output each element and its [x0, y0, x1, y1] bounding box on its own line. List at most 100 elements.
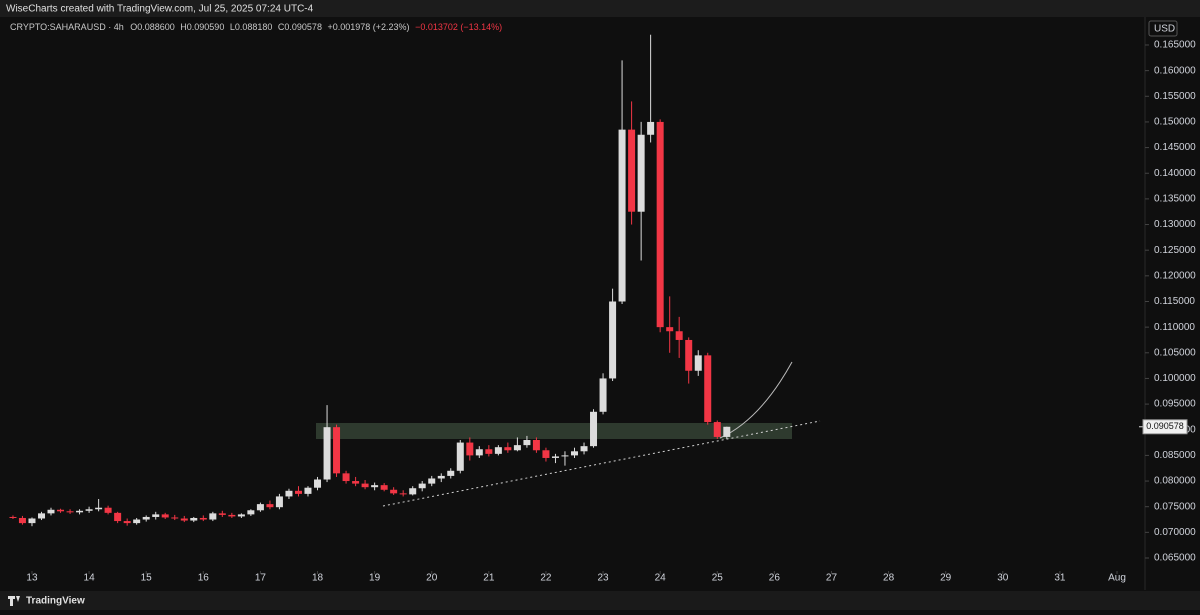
trend-line: [382, 420, 821, 507]
candle-body: [713, 422, 721, 437]
candle-body: [656, 121, 664, 328]
candle-body: [123, 521, 131, 524]
y-tick-label: 0.115000: [1154, 296, 1195, 307]
y-tick-label: 0.100000: [1154, 373, 1196, 384]
period-change: −0.013702 (−13.14%): [415, 22, 502, 32]
candle-body: [390, 489, 398, 494]
candle-body: [218, 513, 226, 515]
footer-bar: [0, 591, 1200, 610]
candle-body: [275, 496, 283, 508]
x-tick-label: 15: [141, 573, 153, 584]
y-tick-label: 0.105000: [1154, 347, 1196, 358]
candle-body: [723, 426, 731, 437]
candle-body: [38, 513, 46, 519]
symbol-legend: CRYPTO:SAHARAUSD · 4h O0.088600 H0.09059…: [10, 22, 502, 32]
candle-body: [523, 440, 531, 446]
currency-box[interactable]: [1148, 20, 1178, 37]
y-tick-label: 0.065000: [1154, 553, 1196, 564]
candle-body: [133, 519, 141, 524]
candle-body: [171, 517, 179, 519]
candles: [9, 34, 731, 527]
x-tick-label: 24: [655, 573, 667, 584]
candle-body: [371, 485, 379, 488]
candle-body: [675, 331, 683, 340]
last-price-label: 0.090578: [1146, 421, 1184, 431]
y-tick-label: 0.075000: [1154, 501, 1196, 512]
candle-body: [409, 488, 417, 495]
candle-body: [704, 355, 712, 423]
candle-body: [628, 129, 636, 212]
candle-body: [104, 507, 112, 513]
brand: TradingView: [26, 596, 85, 607]
top-bar: [0, 0, 1200, 17]
x-tick-label: 29: [940, 573, 952, 584]
candle-body: [57, 509, 65, 512]
candle-body: [666, 327, 674, 332]
x-tick-label: 31: [1054, 573, 1066, 584]
candle-body: [685, 339, 693, 371]
candle-body: [333, 427, 341, 474]
x-tick-label: 17: [255, 573, 267, 584]
change: +0.001978 (+2.23%): [327, 22, 409, 32]
candle-body: [294, 490, 302, 494]
candle-body: [18, 517, 26, 524]
candle-body: [447, 470, 455, 476]
candle-body: [266, 504, 274, 508]
candle-body: [342, 473, 350, 482]
candle-body: [513, 445, 521, 451]
x-tick-label: 20: [426, 573, 438, 584]
candle-body: [437, 475, 445, 479]
candle-body: [380, 485, 388, 490]
x-tick-label: 25: [712, 573, 724, 584]
candle-body: [66, 511, 74, 513]
candle-body: [237, 514, 245, 517]
candle-body: [637, 134, 645, 212]
x-tick-label: 13: [26, 573, 38, 584]
x-tick-label: 27: [826, 573, 838, 584]
x-tick-label: 28: [883, 573, 895, 584]
candle-body: [199, 517, 207, 520]
candle-body: [323, 427, 331, 480]
y-tick-label: 0.110000: [1154, 322, 1195, 333]
ohlc-high: H0.090590: [180, 22, 224, 32]
x-tick-label: 22: [540, 573, 552, 584]
candle-body: [570, 451, 578, 456]
y-tick-label: 0.155000: [1154, 91, 1196, 102]
candle-body: [9, 516, 17, 518]
ohlc-low: L0.088180: [230, 22, 273, 32]
ohlc-close: C0.090578: [278, 22, 322, 32]
candle-body: [609, 301, 617, 379]
candle-body: [314, 479, 322, 488]
y-tick-label: 0.150000: [1154, 117, 1196, 128]
candle-body: [180, 518, 188, 521]
candle-body: [47, 509, 55, 514]
candle-body: [152, 514, 160, 517]
y-tick-label: 0.125000: [1154, 245, 1196, 256]
candle-body: [580, 446, 588, 452]
candle-body: [551, 456, 559, 458]
candle-body: [418, 483, 426, 489]
credit: WiseCharts created with TradingView.com,…: [6, 4, 314, 15]
x-tick-label: 23: [597, 573, 609, 584]
y-tick-label: 0.080000: [1154, 476, 1196, 487]
candle-body: [247, 510, 255, 515]
candle-body: [304, 487, 312, 494]
candle-body: [161, 514, 169, 518]
currency: USD: [1154, 24, 1175, 35]
candle-body: [561, 455, 569, 457]
x-tick-label: 19: [369, 573, 381, 584]
candle-body: [228, 514, 236, 517]
x-tick-label: 18: [312, 573, 324, 584]
candle-body: [542, 450, 550, 458]
candle-body: [361, 483, 369, 488]
support-zone: [316, 423, 792, 439]
y-tick-label: 0.135000: [1154, 194, 1196, 205]
candle-body: [352, 481, 360, 484]
candle-body: [590, 411, 598, 447]
symbol: CRYPTO:SAHARAUSD · 4h: [10, 22, 124, 32]
last-price-box: [1142, 419, 1188, 435]
y-tick-label: 0.160000: [1154, 65, 1196, 76]
y-tick-label: 0.085000: [1154, 450, 1196, 461]
x-tick-label: 30: [997, 573, 1009, 584]
